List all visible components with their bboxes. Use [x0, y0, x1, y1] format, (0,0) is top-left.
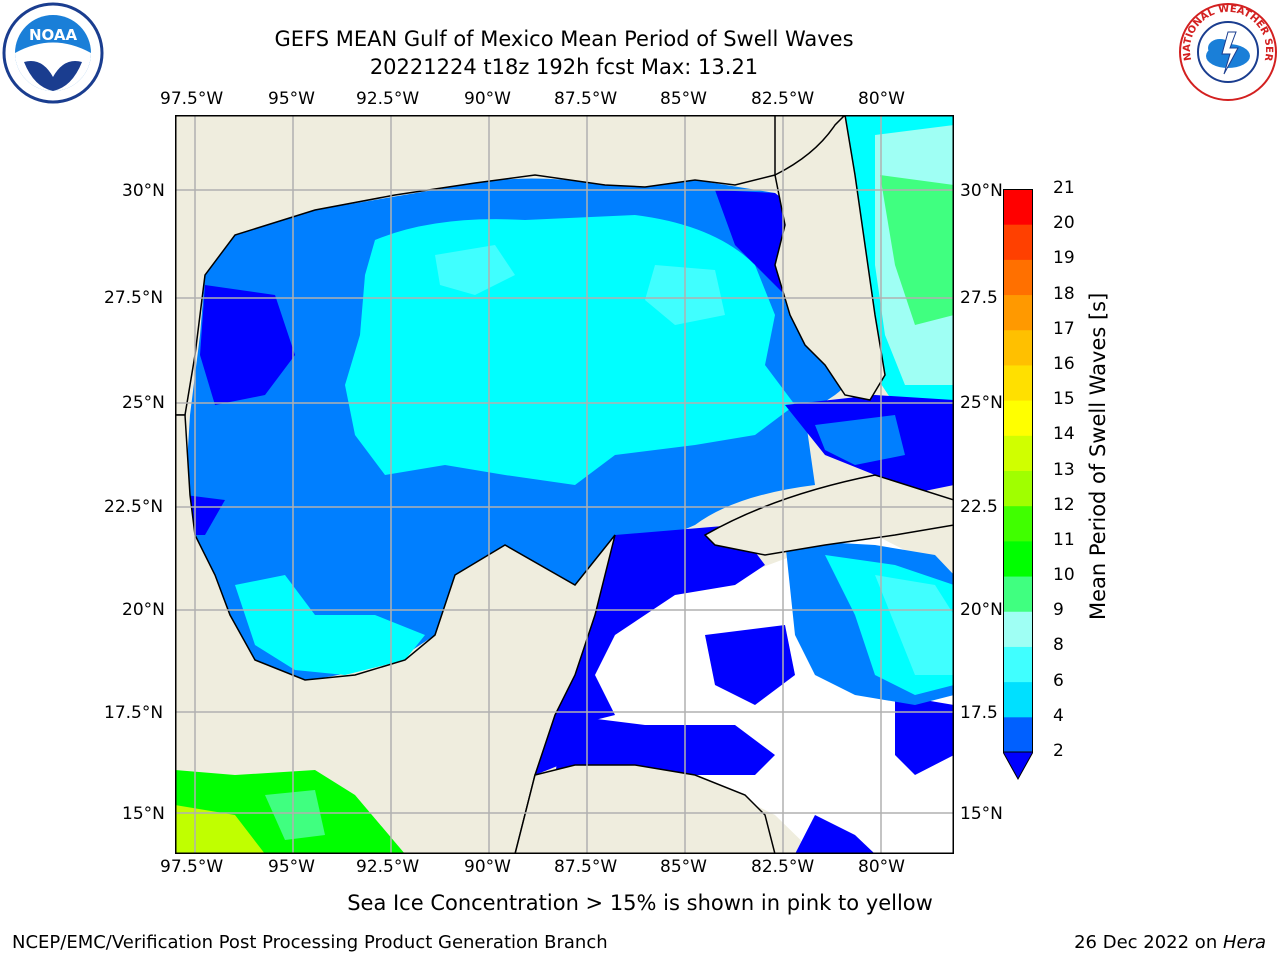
lon-label: 90°W	[464, 857, 511, 877]
lon-label: 97.5°W	[160, 857, 224, 877]
chart-title-line1: GEFS MEAN Gulf of Mexico Mean Period of …	[274, 27, 854, 51]
colorbar-cell	[1003, 400, 1033, 436]
caribbean-blue-5	[895, 695, 954, 775]
colorbar-cell	[1003, 364, 1033, 401]
colorbar-tick-label: 17	[1053, 318, 1075, 339]
colorbar-tick-label: 18	[1053, 283, 1075, 304]
lat-label: 20°N	[960, 600, 1003, 620]
pacific-light	[265, 790, 325, 840]
lon-label: 92.5°W	[356, 89, 420, 109]
colorbar-cell	[1003, 611, 1033, 647]
svg-text:NOAA: NOAA	[29, 26, 78, 44]
colorbar-cell	[1003, 716, 1033, 753]
colorbar-tick-label: 9	[1053, 600, 1064, 621]
colorbar-tick-label: 14	[1053, 424, 1075, 445]
footer-host: Hera	[1222, 932, 1266, 953]
lat-label: 27.5	[960, 288, 998, 308]
colorbar-tick-label: 20	[1053, 213, 1075, 234]
colorbar-tick-label: 11	[1053, 529, 1075, 550]
colorbar-tick-label: 8	[1053, 635, 1064, 656]
colorbar-tick-label: 10	[1053, 565, 1075, 586]
colorbar-cell	[1003, 470, 1033, 507]
lat-label: 25°N	[122, 393, 165, 413]
atlantic-green	[880, 175, 954, 325]
colorbar-tick-label: 16	[1053, 353, 1075, 374]
footer-branch: NCEP/EMC/Verification Post Processing Pr…	[12, 932, 608, 953]
map-panel	[174, 113, 955, 855]
lon-label: 82.5°W	[751, 857, 815, 877]
colorbar-cell	[1003, 540, 1033, 577]
atlantic-midblue	[815, 415, 905, 465]
lon-label: 87.5°W	[554, 89, 618, 109]
caribbean-blue-3	[705, 625, 795, 705]
colorbar-tick-label: 21	[1053, 178, 1075, 198]
colorbar-tick-label: 2	[1053, 741, 1064, 761]
lat-label: 22.5°N	[104, 497, 164, 517]
colorbar-svg	[1002, 189, 1034, 781]
lon-label: 90°W	[464, 89, 511, 109]
lon-label: 85°W	[660, 857, 707, 877]
colorbar-cell	[1003, 505, 1033, 542]
cuba	[703, 474, 955, 556]
lon-label: 80°W	[858, 857, 905, 877]
colorbar-cell	[1003, 576, 1033, 612]
lat-label: 27.5°N	[104, 288, 164, 308]
noaa-logo: NOAA	[2, 2, 104, 104]
colorbar-cell	[1003, 259, 1033, 296]
lon-label: 97.5°W	[160, 89, 224, 109]
lon-label: 82.5°W	[751, 89, 815, 109]
colorbar-cell	[1003, 294, 1033, 331]
dark-blue-west	[200, 285, 295, 405]
caribbean-blue-2	[555, 715, 775, 775]
mexico	[174, 414, 616, 855]
lon-label: 87.5°W	[554, 857, 618, 877]
colorbar-cell	[1003, 224, 1033, 260]
colorbar-extend-arrow	[1002, 751, 1034, 781]
nws-logo: NATIONAL WEATHER SERVICE	[1174, 0, 1278, 102]
colorbar-cell	[1003, 189, 1033, 225]
lon-label: 85°W	[660, 89, 707, 109]
lat-label: 17.5°N	[104, 703, 164, 723]
colorbar-tick-label: 12	[1053, 494, 1075, 515]
lat-label: 20°N	[122, 600, 165, 620]
colorbar-tick-label: 6	[1053, 670, 1064, 691]
colorbar-cell	[1003, 329, 1033, 366]
lat-label: 17.5	[960, 703, 998, 723]
colorbar-cell	[1003, 681, 1033, 718]
chart-title-line2: 20221224 t18z 192h fcst Max: 13.21	[369, 55, 759, 79]
footer-date: 26 Dec 2022 on Hera	[1074, 932, 1266, 953]
light-cyan-blob	[435, 245, 515, 295]
lat-label: 30°N	[122, 181, 165, 201]
colorbar-tick-label: 15	[1053, 389, 1075, 410]
pacific-yellow	[175, 805, 265, 854]
lon-label: 95°W	[268, 857, 315, 877]
central-america	[514, 764, 776, 855]
colorbar-tick-label: 4	[1053, 705, 1064, 726]
lat-label: 15°N	[960, 804, 1003, 824]
lat-label: 25°N	[960, 393, 1003, 413]
map-frame	[175, 115, 954, 854]
colorbar-title: Mean Period of Swell Waves [s]	[1086, 292, 1110, 620]
lon-label: 80°W	[858, 89, 905, 109]
lon-label: 92.5°W	[356, 857, 420, 877]
colorbar-tick-label: 13	[1053, 459, 1075, 480]
caribbean-blue-4	[795, 815, 875, 854]
lat-label: 30°N	[960, 181, 1003, 201]
lon-label: 95°W	[268, 89, 315, 109]
cyan-southwest	[235, 575, 425, 675]
map-svg	[174, 113, 955, 855]
lat-label: 22.5	[960, 497, 998, 517]
colorbar-cell	[1003, 646, 1033, 683]
caribbean-cyan-3	[875, 575, 954, 675]
lat-label: 15°N	[122, 804, 165, 824]
colorbar	[1002, 189, 1034, 781]
colorbar-tick-label: 19	[1053, 248, 1075, 269]
footer-date-text: 26 Dec 2022 on	[1074, 932, 1223, 953]
colorbar-frame	[1003, 189, 1033, 753]
colorbar-cell	[1003, 435, 1033, 471]
map-gridlines	[175, 115, 954, 854]
sea-ice-note: Sea Ice Concentration > 15% is shown in …	[347, 891, 933, 915]
